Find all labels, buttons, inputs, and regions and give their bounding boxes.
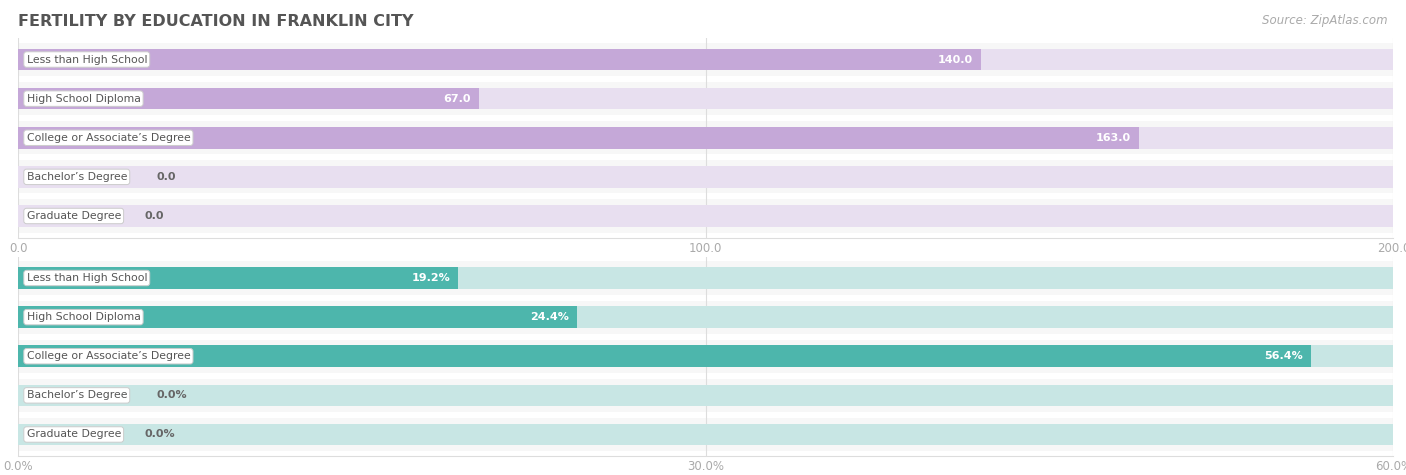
Bar bbox=[18, 306, 1393, 328]
Text: 24.4%: 24.4% bbox=[530, 312, 569, 322]
Text: Graduate Degree: Graduate Degree bbox=[27, 429, 121, 439]
Text: Bachelor’s Degree: Bachelor’s Degree bbox=[27, 172, 127, 182]
Text: 67.0: 67.0 bbox=[443, 94, 471, 104]
Text: Source: ZipAtlas.com: Source: ZipAtlas.com bbox=[1263, 14, 1388, 27]
Bar bbox=[18, 205, 1393, 227]
Bar bbox=[18, 127, 1139, 149]
Text: 0.0%: 0.0% bbox=[145, 429, 176, 439]
Bar bbox=[18, 379, 1393, 412]
Bar bbox=[18, 261, 1393, 294]
Text: 140.0: 140.0 bbox=[938, 55, 973, 65]
Text: 0.0%: 0.0% bbox=[156, 390, 187, 400]
Bar bbox=[18, 301, 1393, 334]
Bar bbox=[18, 127, 1393, 149]
Text: 0.0: 0.0 bbox=[145, 211, 165, 221]
Bar bbox=[18, 121, 1393, 154]
Bar bbox=[18, 340, 1393, 373]
Bar bbox=[18, 82, 1393, 115]
Text: High School Diploma: High School Diploma bbox=[27, 312, 141, 322]
Bar bbox=[18, 424, 1393, 445]
Bar bbox=[18, 49, 981, 70]
Bar bbox=[18, 88, 1393, 109]
Text: Graduate Degree: Graduate Degree bbox=[27, 211, 121, 221]
Bar bbox=[18, 166, 1393, 188]
Text: Bachelor’s Degree: Bachelor’s Degree bbox=[27, 390, 127, 400]
Bar bbox=[18, 385, 1393, 406]
Text: FERTILITY BY EDUCATION IN FRANKLIN CITY: FERTILITY BY EDUCATION IN FRANKLIN CITY bbox=[18, 14, 413, 29]
Bar bbox=[18, 345, 1310, 367]
Bar bbox=[18, 160, 1393, 193]
Bar bbox=[18, 43, 1393, 76]
Bar bbox=[18, 49, 1393, 70]
Bar bbox=[18, 88, 479, 109]
Bar bbox=[18, 200, 1393, 233]
Text: 163.0: 163.0 bbox=[1095, 133, 1130, 143]
Text: 0.0: 0.0 bbox=[156, 172, 176, 182]
Text: 56.4%: 56.4% bbox=[1264, 351, 1302, 361]
Text: Less than High School: Less than High School bbox=[27, 273, 148, 283]
Text: Less than High School: Less than High School bbox=[27, 55, 148, 65]
Text: College or Associate’s Degree: College or Associate’s Degree bbox=[27, 351, 190, 361]
Bar bbox=[18, 267, 458, 289]
Text: 19.2%: 19.2% bbox=[412, 273, 450, 283]
Bar bbox=[18, 345, 1393, 367]
Text: College or Associate’s Degree: College or Associate’s Degree bbox=[27, 133, 190, 143]
Text: High School Diploma: High School Diploma bbox=[27, 94, 141, 104]
Bar bbox=[18, 267, 1393, 289]
Bar bbox=[18, 418, 1393, 451]
Bar bbox=[18, 306, 578, 328]
